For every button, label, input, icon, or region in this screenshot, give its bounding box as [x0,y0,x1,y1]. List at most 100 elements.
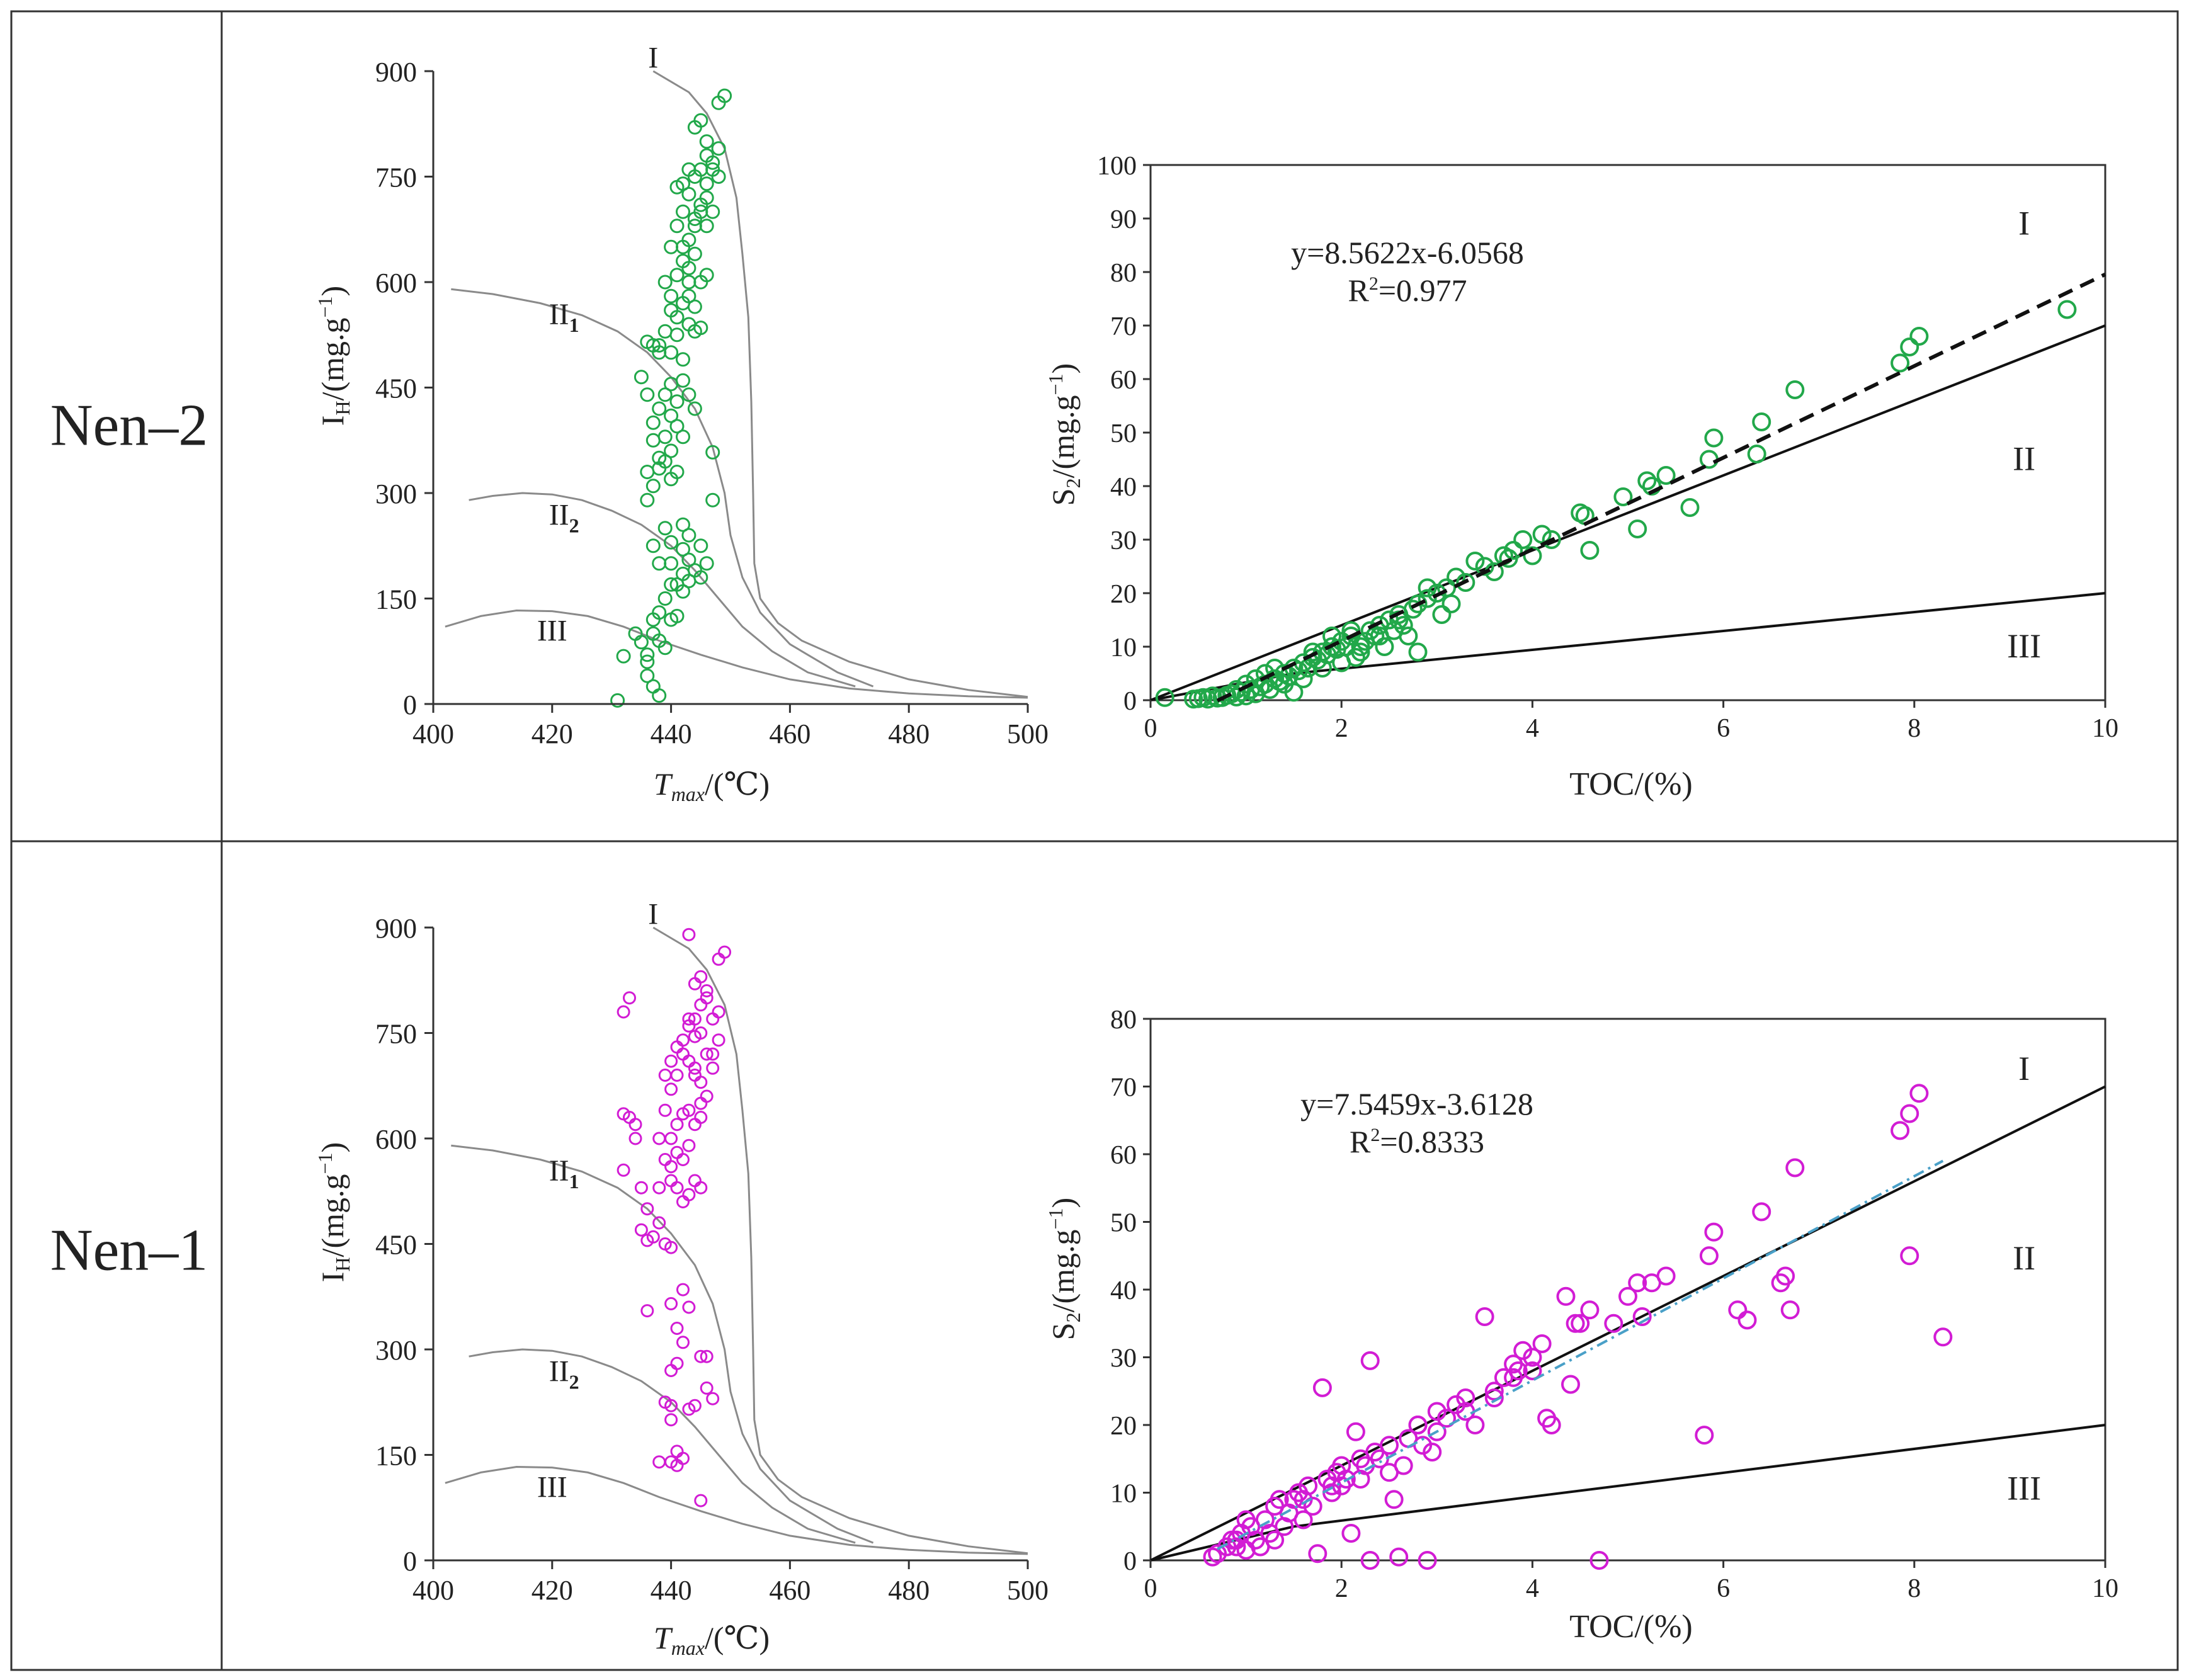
data-point [664,1132,678,1145]
data-point [652,1181,666,1195]
data-point [640,465,655,479]
data-point [676,1047,690,1061]
data-point [652,1455,666,1469]
kerogen-boundary-line [1150,1424,2106,1562]
data-point [1303,1497,1322,1516]
data-point [1341,1524,1361,1543]
data-point [664,1174,678,1188]
data-point [681,528,696,543]
data-point [669,327,685,343]
data-point [711,141,726,156]
data-point [670,1356,684,1370]
data-point [705,445,720,460]
x-tick-label: 400 [412,718,454,749]
data-point [1909,327,1929,346]
data-point [699,219,714,234]
data-point [617,1005,630,1019]
data-point [670,1118,684,1132]
data-point [628,1132,642,1145]
data-point [706,1392,720,1405]
data-point [1561,1375,1580,1394]
data-point [664,288,679,304]
data-point [706,1047,720,1061]
y-tick-label: 70 [1110,1074,1137,1103]
kerogen-type-label: II1 [549,298,579,336]
data-point [664,1364,678,1377]
r-squared: R2=0.8333 [1350,1124,1484,1159]
data-point [682,1138,696,1152]
data-point [1780,1300,1800,1320]
data-point [1900,338,1919,356]
data-point [1704,1222,1724,1242]
x-tick-label: 480 [888,1575,930,1606]
data-point [1556,1286,1576,1306]
data-point [1566,1314,1585,1333]
data-point [2057,300,2077,319]
data-point [664,1413,678,1427]
data-point [640,647,655,662]
data-point [676,542,690,557]
data-point [1360,1351,1380,1370]
x-tick-label: 500 [1007,1575,1049,1606]
data-point [1752,412,1771,431]
data-point [1418,589,1437,608]
data-point [664,1240,678,1254]
data-point [1900,1246,1919,1266]
data-point [640,668,655,683]
x-tick-label: 440 [651,1575,692,1606]
ih-x-axis-title: Tmax/(℃) [654,1620,770,1659]
data-point [1155,688,1174,707]
data-point [670,1322,684,1335]
data-point [688,1118,702,1132]
data-point [1785,380,1805,399]
data-point [1312,1378,1332,1397]
kerogen-guide-curve-2 [451,1144,874,1544]
data-point [640,1202,654,1216]
data-point [681,275,696,290]
data-point [640,654,655,669]
data-point [1504,1368,1523,1387]
data-point [699,190,714,205]
data-point [658,1395,672,1409]
data-point [1203,1547,1222,1567]
kerogen-guide-curve-1 [652,926,1028,1555]
data-point [718,945,732,959]
y-tick-label: 450 [375,1230,417,1261]
data-point [676,517,690,532]
kerogen-region-label: II [2013,440,2035,478]
y-tick-label: 10 [1110,633,1137,662]
x-tick-label: 0 [1144,714,1157,743]
data-point [1747,445,1766,463]
data-point [623,1111,636,1124]
data-point [664,408,679,423]
data-point [1532,525,1552,544]
data-point [1604,1314,1623,1333]
data-point [1523,1348,1542,1367]
data-point [652,1216,666,1230]
data-point [676,1033,690,1047]
data-point [1737,1310,1757,1330]
data-point [1437,1409,1456,1428]
kerogen-region-label: III [2007,627,2041,665]
data-point [669,419,685,434]
kerogen-region-label: I [2018,1050,2030,1087]
data-point [1785,1158,1805,1178]
data-point [623,991,636,1005]
data-point [657,521,673,536]
data-point [676,1451,690,1465]
data-point [1418,1551,1437,1570]
kerogen-type-label: III [537,615,567,648]
kerogen-guide-curve-4 [445,609,1028,699]
data-point [676,584,690,599]
data-point [682,928,696,941]
data-point [700,1381,714,1395]
data-point [617,1163,630,1177]
y-tick-label: 30 [1110,526,1137,555]
y-tick-label: 30 [1110,1344,1137,1373]
data-point [1380,1463,1399,1482]
data-point [1360,621,1380,640]
data-point [669,608,685,623]
data-point [652,688,667,703]
y-tick-label: 80 [1110,259,1137,288]
y-tick-label: 0 [403,1546,417,1577]
